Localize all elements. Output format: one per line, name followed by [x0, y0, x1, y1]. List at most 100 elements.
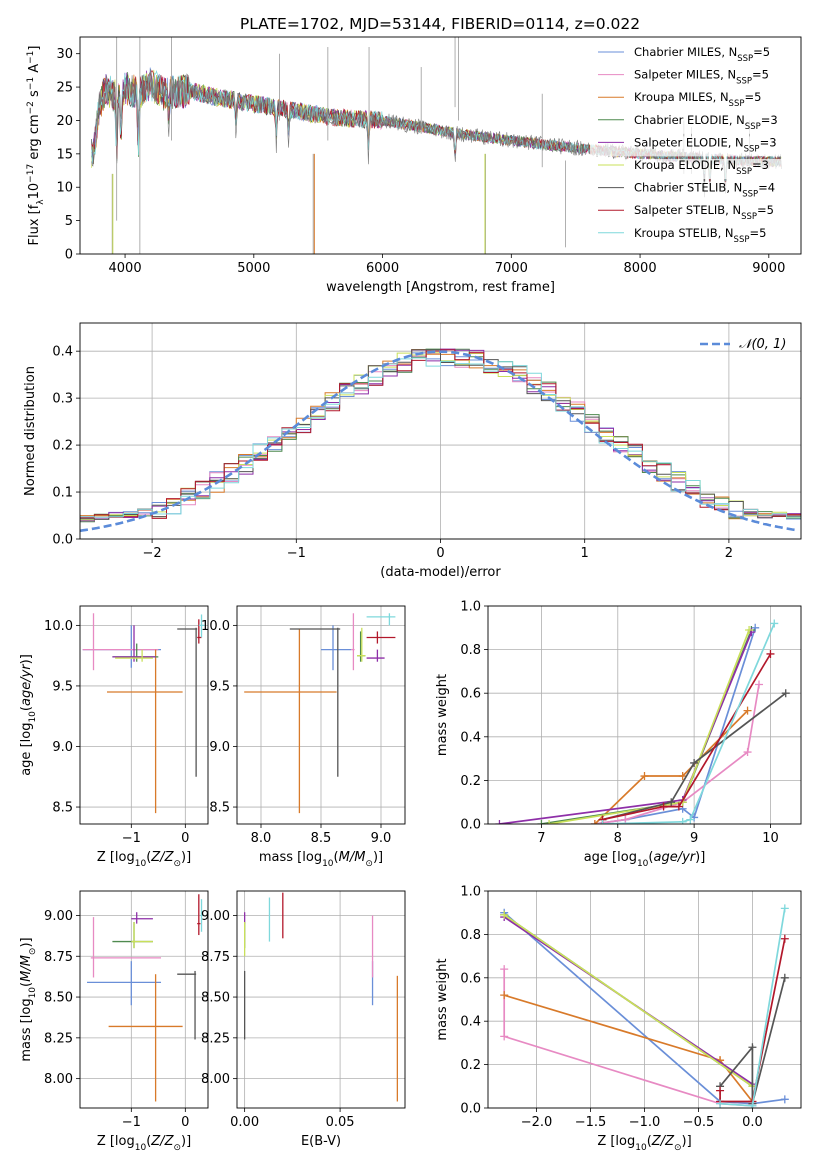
y-tick-label: 20 — [56, 114, 73, 129]
panel-mass-vs-Z: −1 0 8.00 8.25 8.50 8.75 9.00 Z [log10(Z/Z⊙)] ma… — [19, 890, 209, 1153]
x-axis-label: Z [log10(Z/Z⊙)] — [597, 1134, 691, 1153]
y-axis-label: mass weight — [435, 674, 450, 756]
legend-background — [590, 204, 795, 225]
mass-weight-marker — [500, 991, 509, 1000]
mass-weight-marker — [621, 815, 630, 824]
x-tick-label: 0 — [436, 546, 444, 561]
y-tick-label: 15 — [56, 147, 73, 162]
x-tick-label: 9 — [690, 831, 698, 846]
x-axis-label: mass [log10(M/M⊙)] — [259, 850, 383, 869]
x-axis-label: Z [log10(Z/Z⊙)] — [97, 850, 191, 869]
legend-background — [590, 181, 795, 202]
axes-frame — [79, 322, 802, 540]
legend-entry: Salpeter STELIB, NSSP=5 — [634, 203, 774, 222]
y-tick-label: 10.0 — [44, 619, 73, 634]
mass-weight-marker — [674, 802, 683, 811]
panel-age-vs-mass: 8.0 8.5 9.0 8.5 9.0 9.5 10.0 mass [log10(M/M⊙)] — [201, 605, 406, 869]
y-tick-label: 8.5 — [52, 801, 73, 816]
mass-weight-marker — [745, 625, 754, 634]
figure-title: PLATE=1702, MJD=53144, FIBERID=0114, z=0… — [240, 15, 640, 33]
x-tick-label: 2 — [725, 546, 733, 561]
y-tick-label: 0.4 — [52, 345, 73, 360]
legend-entry: Kroupa ELODIE, NSSP=3 — [634, 158, 769, 177]
x-tick-label: −1 — [122, 1115, 141, 1130]
mass-weight-marker — [500, 965, 509, 974]
mass-weight-marker — [545, 820, 554, 824]
y-tick-label: 8.00 — [201, 1072, 230, 1087]
y-tick-label: 0.6 — [460, 687, 481, 702]
mass-weight-marker — [690, 758, 699, 767]
mass-weight-line — [594, 710, 749, 824]
mass-weight-marker — [766, 649, 775, 658]
mass-weight-marker — [780, 934, 789, 943]
mass-weight-line — [503, 912, 785, 1105]
y-tick-label: 0.8 — [460, 643, 481, 658]
y-tick-label: 10.0 — [201, 619, 230, 634]
y-tick-label: 1.0 — [460, 600, 481, 615]
y-tick-label: 0.1 — [52, 486, 73, 501]
plot-area-age-vs-mass — [244, 613, 396, 814]
x-tick-label: −1.5 — [575, 1115, 607, 1130]
y-tick-label: 1.0 — [460, 885, 481, 900]
y-tick-label: 9.00 — [44, 909, 73, 924]
y-axis-label: Normed distribution — [23, 366, 38, 496]
mass-weight-line — [541, 629, 753, 824]
mass-weight-line — [503, 914, 753, 1087]
mass-weight-marker — [780, 904, 789, 913]
y-tick-label: 25 — [56, 81, 73, 96]
legend-background — [590, 91, 795, 112]
axes-frame — [236, 605, 406, 825]
y-tick-label: 0.8 — [460, 928, 481, 943]
y-tick-label: 8.5 — [209, 801, 230, 816]
legend-entry: Chabrier ELODIE, NSSP=3 — [634, 113, 778, 132]
y-tick-label: 9.00 — [201, 909, 230, 924]
x-tick-label: −1 — [287, 546, 306, 561]
mass-weight-line — [548, 629, 750, 824]
y-tick-label: 0.0 — [52, 533, 73, 548]
legend-background — [590, 68, 795, 89]
plot-area-mass-vs-Z — [87, 894, 203, 1102]
y-tick-label: 5 — [65, 214, 73, 229]
y-axis-label: mass [log10(M/M⊙)] — [19, 937, 38, 1061]
mass-weight-line — [719, 977, 786, 1104]
mass-weight-marker — [659, 802, 668, 811]
x-tick-label: −0.5 — [683, 1115, 715, 1130]
legend-entry: Chabrier MILES, NSSP=5 — [634, 45, 770, 64]
mass-weight-marker — [743, 706, 752, 715]
x-tick-label: 0.05 — [326, 1115, 355, 1130]
mass-weight-marker — [748, 1043, 757, 1052]
y-tick-label: 0 — [65, 248, 73, 263]
mass-weight-marker — [686, 815, 695, 824]
y-tick-label: 8.25 — [201, 1031, 230, 1046]
x-tick-label: 6000 — [366, 261, 399, 276]
x-tick-label: 8.5 — [311, 831, 332, 846]
y-tick-label: 8.50 — [201, 991, 230, 1006]
mass-weight-marker — [500, 1032, 509, 1041]
legend-background — [590, 113, 795, 134]
mass-weight-marker — [640, 772, 649, 781]
plot-area-residuals — [80, 348, 801, 533]
plot-area-age-vs-Z — [82, 613, 205, 814]
x-tick-label: 8.0 — [251, 831, 272, 846]
normal-reference-curve — [80, 350, 799, 533]
x-tick-label: −1.0 — [629, 1115, 661, 1130]
mass-weight-marker — [678, 772, 687, 781]
legend-entry: Kroupa STELIB, NSSP=5 — [634, 226, 766, 245]
mass-weight-line — [602, 692, 787, 821]
y-tick-label: 0.0 — [460, 818, 481, 833]
mass-weight-marker — [743, 748, 752, 757]
axes-frame — [79, 605, 209, 825]
mass-weight-line — [602, 623, 776, 824]
legend-entry: Salpeter MILES, NSSP=5 — [634, 68, 769, 87]
x-axis-label: (data-model)/error — [380, 565, 501, 580]
y-tick-label: 9.0 — [209, 740, 230, 755]
mass-weight-marker — [500, 910, 509, 919]
legend-background — [590, 226, 795, 247]
y-tick-label: 9.0 — [52, 740, 73, 755]
x-tick-label: 0.0 — [742, 1115, 763, 1130]
y-tick-label: 10 — [56, 181, 73, 196]
x-tick-label: −1 — [122, 831, 141, 846]
y-tick-label: 30 — [56, 47, 73, 62]
x-tick-label: 1 — [581, 546, 589, 561]
x-tick-label: 8000 — [624, 261, 657, 276]
